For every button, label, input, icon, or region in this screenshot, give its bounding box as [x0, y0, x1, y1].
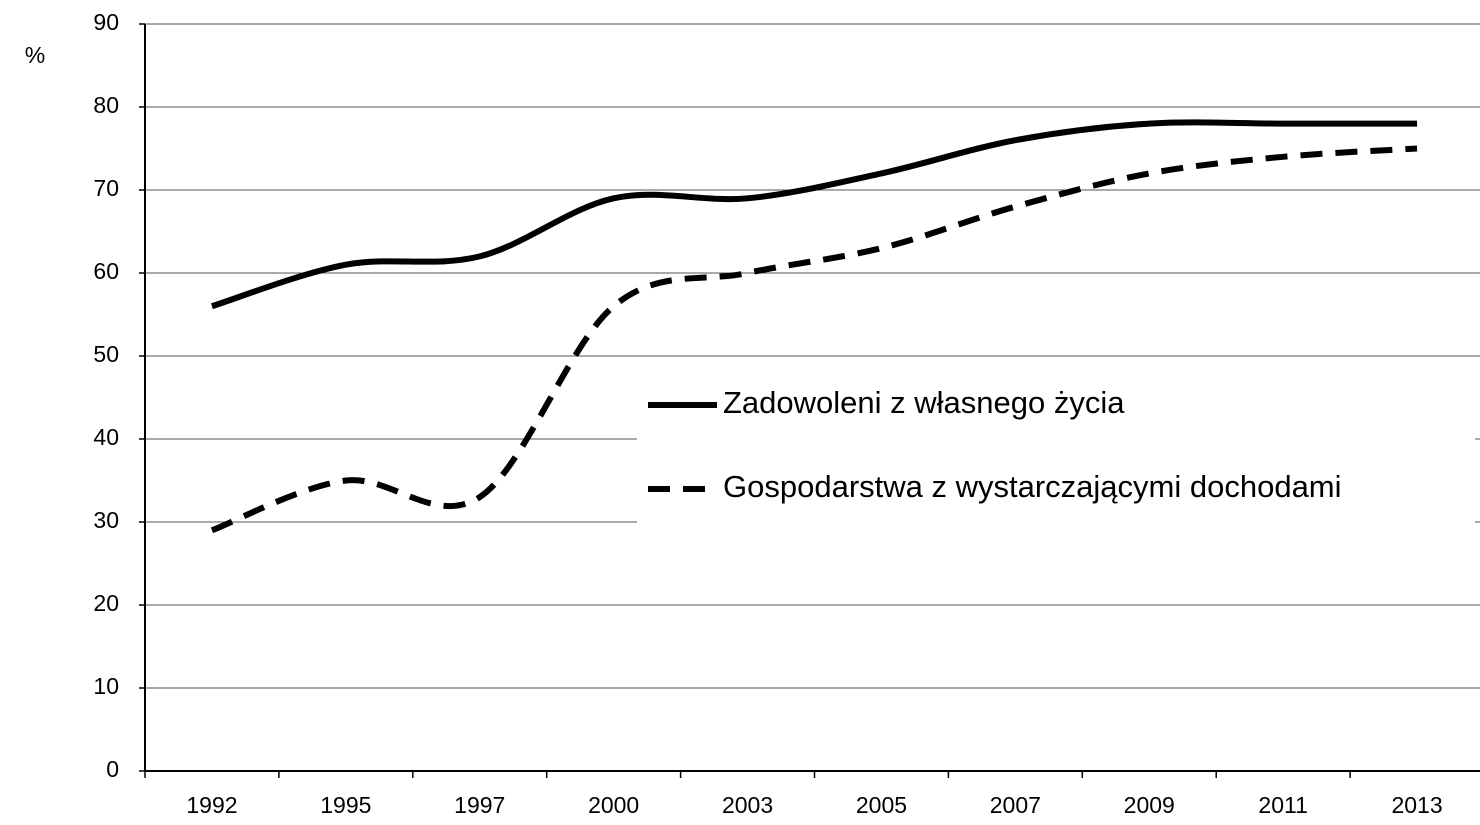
x-tick-label: 2011: [1258, 792, 1307, 818]
x-tick-label: 2003: [722, 792, 773, 818]
x-tick-label: 2009: [1124, 792, 1175, 818]
y-tick-label: 20: [93, 590, 119, 616]
y-tick-label: 40: [93, 424, 119, 450]
x-tick-label: 2000: [588, 792, 639, 818]
y-tick-label: 0: [106, 756, 119, 782]
y-axis-label: %: [25, 42, 45, 68]
y-tick-label: 80: [93, 92, 119, 118]
y-tick-label: 50: [93, 341, 119, 367]
line-series: [211, 119, 1418, 310]
y-tick-label: 30: [93, 507, 119, 533]
x-tick-label: 2013: [1391, 792, 1442, 818]
legend-label: Gospodarstwa z wystarczającymi dochodami: [723, 469, 1342, 504]
y-tick-label: 60: [93, 258, 119, 284]
x-tick-label: 1995: [320, 792, 371, 818]
line-series: [210, 145, 1418, 534]
x-tick-label: 2005: [856, 792, 907, 818]
y-tick-label: 90: [93, 9, 119, 35]
legend-box: [637, 383, 1475, 523]
y-tick-label: 70: [93, 175, 119, 201]
x-tick-label: 1992: [186, 792, 237, 818]
x-tick-label: 2007: [990, 792, 1041, 818]
x-tick-label: 1997: [454, 792, 505, 818]
legend-label: Zadowoleni z własnego życia: [723, 385, 1125, 420]
y-tick-label: 10: [93, 673, 119, 699]
